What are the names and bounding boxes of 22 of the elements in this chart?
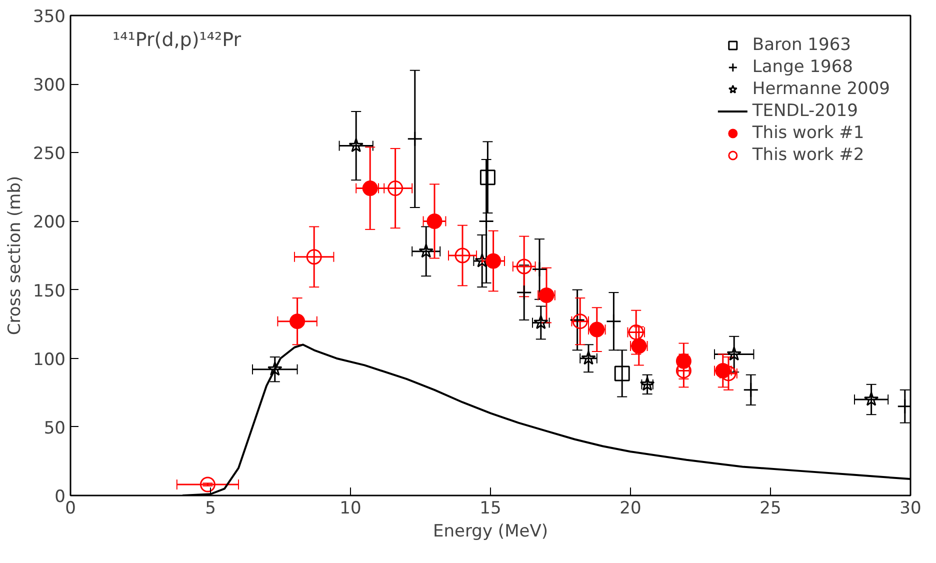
y-tick-label: 300 <box>33 76 66 96</box>
legend-label: Baron 1963 <box>752 35 851 55</box>
x-tick-label: 25 <box>760 498 782 518</box>
legend-label: TENDL-2019 <box>752 101 858 121</box>
x-tick-label: 10 <box>340 498 362 518</box>
legend-label: This work #1 <box>752 123 864 143</box>
y-axis-title: Cross section (mb) <box>5 176 26 336</box>
legend-label: This work #2 <box>752 145 864 165</box>
legend-label: Hermanne 2009 <box>752 79 890 99</box>
x-tick-label: 30 <box>900 498 922 518</box>
x-tick-label: 15 <box>480 498 502 518</box>
y-tick-label: 100 <box>33 350 66 370</box>
text: ¹⁴¹Pr(d,p)¹⁴²Pr <box>112 29 242 52</box>
x-axis-title: Energy (MeV) <box>433 522 548 542</box>
x-tick-label: 20 <box>620 498 642 518</box>
legend-label: Lange 1968 <box>752 57 853 77</box>
y-tick-label: 350 <box>33 7 66 27</box>
y-tick-label: 250 <box>33 144 66 164</box>
y-tick-label: 200 <box>33 212 66 233</box>
y-tick-label: 50 <box>44 418 66 438</box>
y-tick-label: 150 <box>33 281 66 302</box>
x-tick-label: 5 <box>205 498 216 518</box>
